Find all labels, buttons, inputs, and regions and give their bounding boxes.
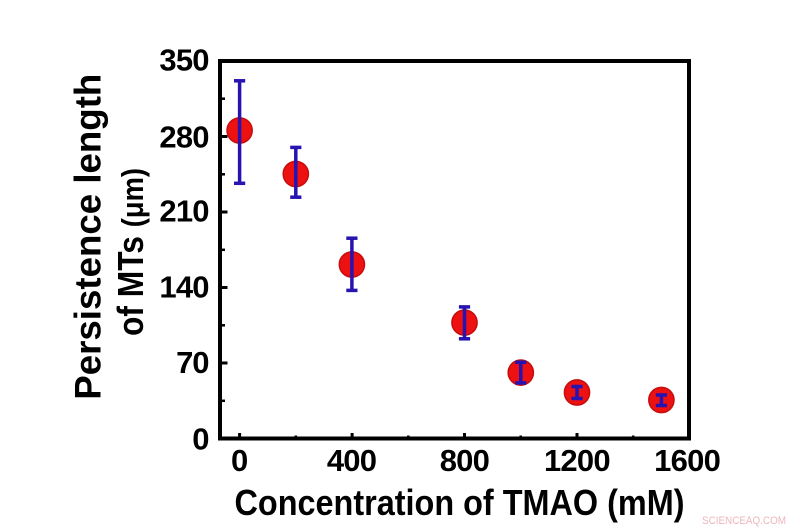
svg-text:of MTs (μm): of MTs (μm) <box>110 168 151 336</box>
svg-text:350: 350 <box>159 42 209 77</box>
svg-text:70: 70 <box>176 345 209 380</box>
svg-text:0: 0 <box>192 421 209 456</box>
svg-text:800: 800 <box>440 443 490 478</box>
svg-text:400: 400 <box>327 443 377 478</box>
svg-text:140: 140 <box>159 270 209 305</box>
svg-text:280: 280 <box>159 120 209 155</box>
svg-text:Concentration of TMAO (mM): Concentration of TMAO (mM) <box>235 482 685 523</box>
svg-text:1200: 1200 <box>544 443 611 478</box>
svg-text:0: 0 <box>231 443 248 478</box>
svg-text:SCIENCEAQ.COM: SCIENCEAQ.COM <box>702 515 786 527</box>
svg-text:1600: 1600 <box>654 443 721 478</box>
svg-text:210: 210 <box>159 194 209 229</box>
svg-text:Persistence length: Persistence length <box>68 74 109 400</box>
